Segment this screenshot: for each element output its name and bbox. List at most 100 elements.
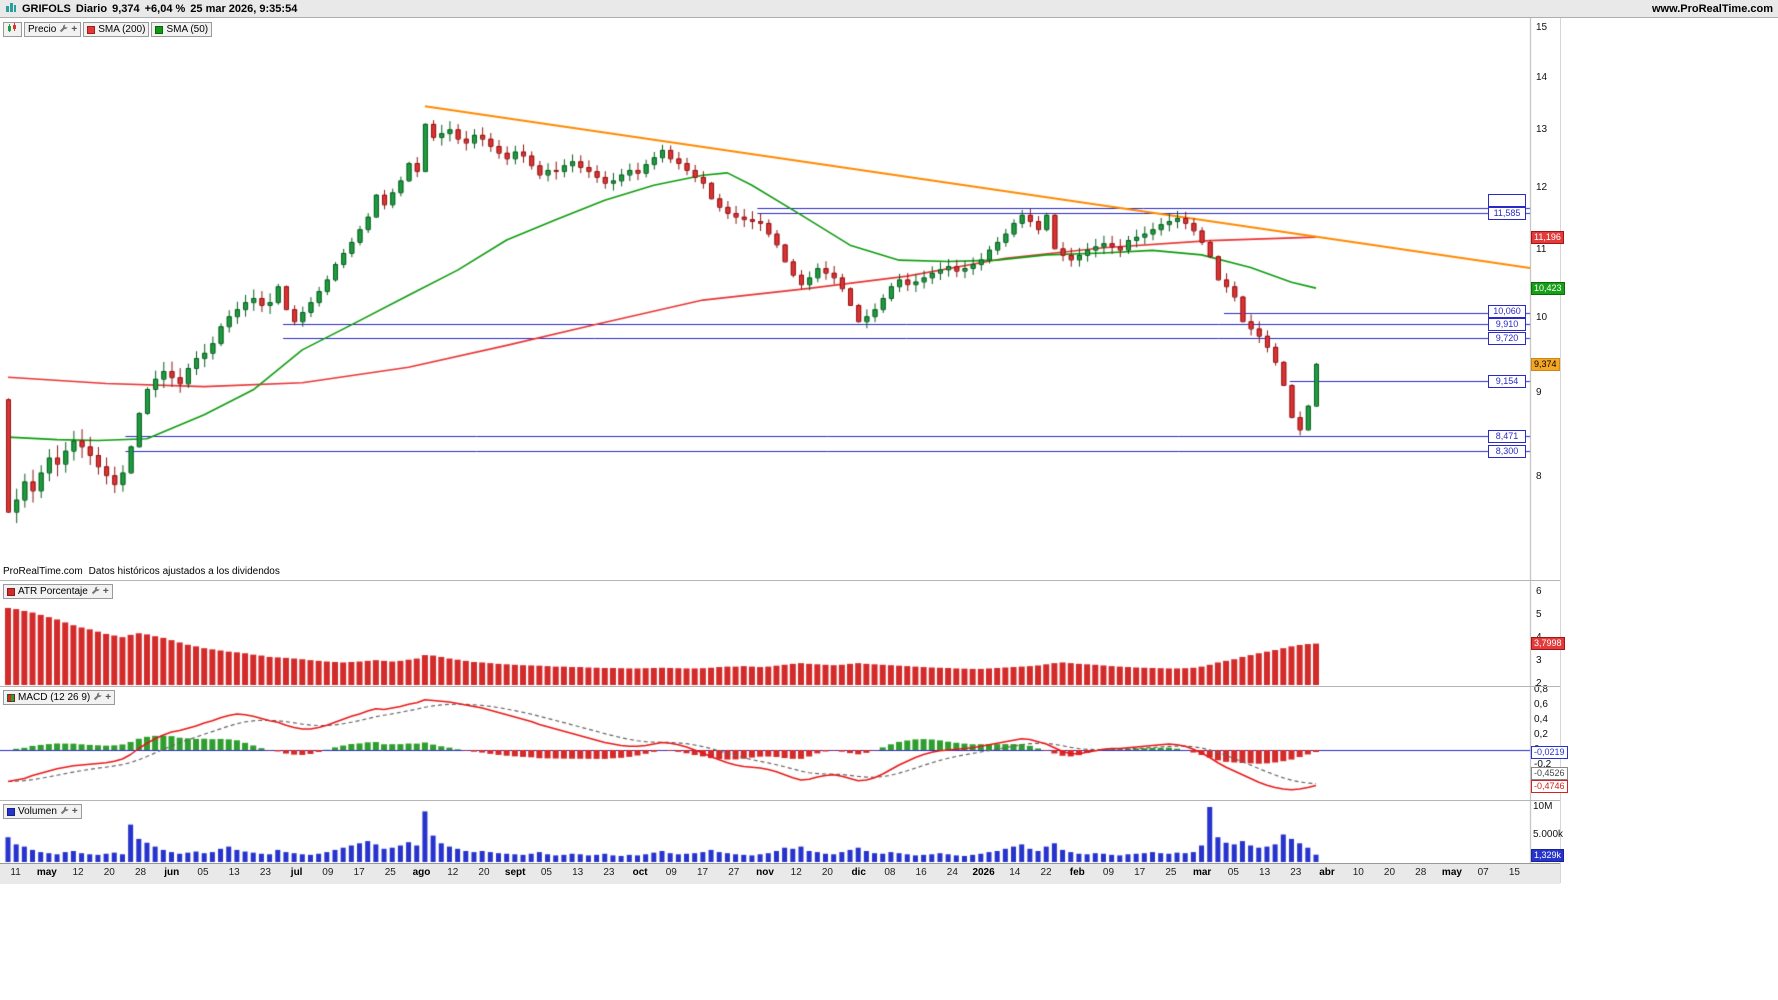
sma200-label: SMA (200) — [98, 24, 146, 35]
time-tick: 08 — [884, 867, 896, 878]
data-footnote: ProRealTime.com Datos históricos ajustado… — [3, 566, 286, 577]
add-indicator-icon[interactable]: + — [105, 691, 112, 703]
volume-chip[interactable]: Volumen + — [3, 804, 82, 819]
time-tick: 20 — [821, 867, 833, 878]
time-tick: sept — [504, 867, 526, 878]
time-tick: 17 — [353, 867, 365, 878]
volume-label: Volumen — [18, 806, 57, 817]
time-tick: 14 — [1009, 867, 1021, 878]
atr-label: ATR Porcentaje — [18, 586, 88, 597]
time-tick: 09 — [1102, 867, 1115, 878]
chart-type-button[interactable] — [3, 22, 22, 37]
wrench-icon[interactable] — [59, 24, 68, 36]
volume-panel-legend: Volumen + — [3, 804, 82, 819]
time-tick: 20 — [103, 867, 115, 878]
time-tick: 12 — [447, 867, 459, 878]
atr-color-swatch — [7, 587, 15, 596]
prorealtime-link[interactable]: www.ProRealTime.com — [1651, 2, 1773, 15]
time-tick: jul — [290, 867, 303, 878]
macd-panel-legend: MACD (12 26 9) + — [3, 690, 116, 705]
panel-separator[interactable] — [0, 580, 1560, 581]
price-chart-canvas[interactable] — [0, 18, 1560, 863]
symbol-name: GRIFOLS — [22, 2, 71, 15]
price-axis[interactable] — [1530, 18, 1560, 863]
time-tick: abr — [1319, 867, 1335, 878]
time-tick: 24 — [946, 867, 958, 878]
candlestick-chart-icon — [7, 23, 18, 36]
time-tick: nov — [756, 867, 774, 878]
price-series-label: Precio — [28, 24, 57, 35]
time-tick: dic — [851, 867, 866, 878]
time-tick: feb — [1069, 867, 1085, 878]
atr-chip[interactable]: ATR Porcentaje + — [3, 584, 113, 599]
time-tick: 22 — [1040, 867, 1052, 878]
sma50-color-swatch — [155, 25, 164, 34]
time-tick: 25 — [384, 867, 396, 878]
sma200-color-swatch — [87, 25, 96, 34]
time-tick: 23 — [259, 867, 271, 878]
quote-datetime: 25 mar 2026, 9:35:54 — [190, 2, 298, 15]
time-tick: 12 — [790, 867, 802, 878]
add-indicator-icon[interactable]: + — [71, 805, 78, 817]
price-panel-legend: Precio + SMA (200) SMA (50) — [3, 22, 213, 37]
price-series-chip[interactable]: Precio + — [24, 22, 82, 37]
time-tick: 15 — [1508, 867, 1520, 878]
macd-chip[interactable]: MACD (12 26 9) + — [3, 690, 116, 705]
time-tick: 05 — [1227, 867, 1239, 878]
sma50-chip[interactable]: SMA (50) — [151, 22, 213, 37]
time-tick: mar — [1192, 867, 1212, 878]
time-tick: 2026 — [972, 867, 995, 878]
time-axis[interactable]: 11 may 12 20 28 jun 05 13 23 jul 09 17 25 ago 12 20 sept… — [0, 863, 1560, 884]
time-tick: 10 — [1352, 867, 1364, 878]
volume-color-swatch — [7, 807, 15, 816]
time-tick: 28 — [1415, 867, 1427, 878]
time-tick: may — [1441, 867, 1462, 878]
time-tick: 17 — [696, 867, 709, 878]
sma50-label: SMA (50) — [166, 24, 209, 35]
wrench-icon[interactable] — [60, 806, 69, 818]
add-indicator-icon[interactable]: + — [102, 585, 109, 597]
time-tick: 20 — [1383, 867, 1396, 878]
timeframe-label: Diario — [75, 2, 108, 15]
chart-title: GRIFOLS Diario 9,374 +6,04 % 25 mar 2026, 9:… — [22, 3, 302, 15]
footnote-text: Datos históricos ajustados a los dividen… — [88, 566, 280, 577]
sma200-chip[interactable]: SMA (200) — [83, 22, 150, 37]
time-tick: 13 — [228, 867, 240, 878]
time-tick: 05 — [540, 867, 552, 878]
time-tick: 20 — [478, 867, 490, 878]
panel-separator[interactable] — [0, 686, 1560, 687]
atr-panel-legend: ATR Porcentaje + — [3, 584, 113, 599]
time-tick: 07 — [1477, 867, 1489, 878]
time-tick: 16 — [915, 867, 927, 878]
time-tick: 05 — [197, 867, 209, 878]
wrench-icon[interactable] — [93, 692, 102, 704]
time-tick: may — [36, 867, 57, 878]
time-tick: 09 — [322, 867, 334, 878]
last-price: 9,374 — [112, 2, 140, 15]
time-tick: 23 — [1290, 867, 1302, 878]
footnote-source: ProRealTime.com — [3, 566, 83, 577]
title-bar: GRIFOLS Diario 9,374 +6,04 % 25 mar 2026, 9:… — [0, 0, 1778, 18]
time-tick: 13 — [1259, 867, 1271, 878]
time-tick: 27 — [728, 867, 740, 878]
time-tick: 23 — [603, 867, 615, 878]
change-percent: +6,04 % — [144, 2, 186, 15]
chart-area: 15 14 13 12 11 10 9 8 6 5 4 3 2 0,8 0,6 0,4 0,2 0 -0,2 -0,4… — [0, 18, 1568, 884]
time-tick: 11 — [10, 867, 21, 878]
time-tick: ago — [412, 867, 431, 878]
time-tick: jun — [164, 867, 180, 878]
add-indicator-icon[interactable]: + — [71, 23, 78, 35]
time-tick: oct — [632, 867, 648, 878]
time-tick: 12 — [72, 867, 84, 878]
time-tick: 17 — [1134, 867, 1146, 878]
wrench-icon[interactable] — [91, 586, 100, 598]
mini-chart-icon — [5, 2, 17, 16]
time-tick: 09 — [665, 867, 677, 878]
time-tick: 13 — [572, 867, 584, 878]
panel-separator[interactable] — [0, 800, 1560, 801]
time-tick: 28 — [134, 867, 147, 878]
time-tick: 25 — [1165, 867, 1177, 878]
macd-label: MACD (12 26 9) — [18, 692, 91, 703]
macd-color-swatch — [7, 693, 15, 702]
